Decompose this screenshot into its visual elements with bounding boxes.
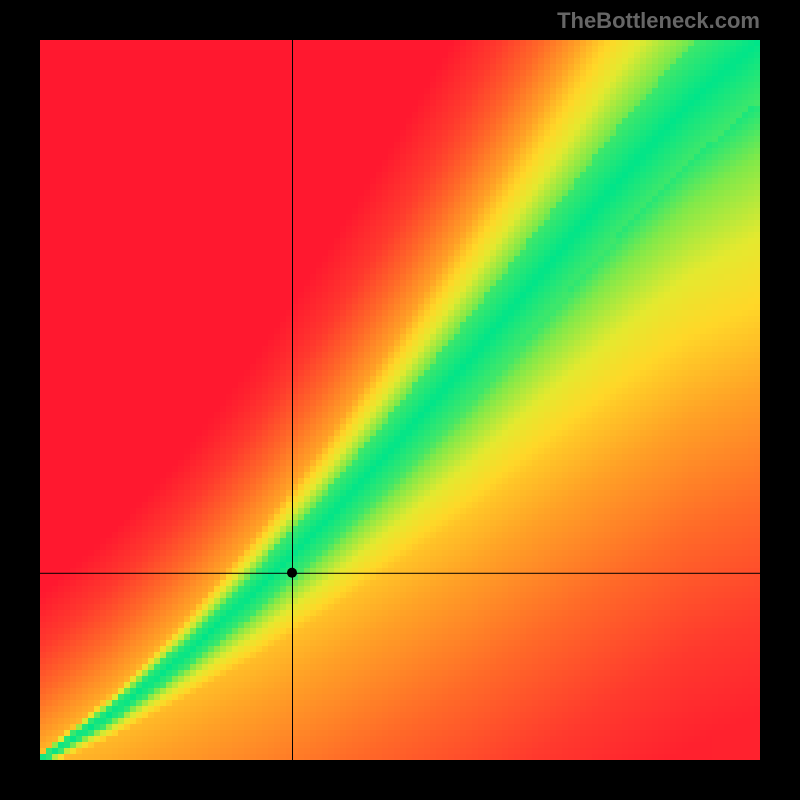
bottleneck-heatmap	[40, 40, 760, 760]
watermark-text: TheBottleneck.com	[557, 8, 760, 34]
plot-area	[40, 40, 760, 760]
chart-root: TheBottleneck.com	[0, 0, 800, 800]
